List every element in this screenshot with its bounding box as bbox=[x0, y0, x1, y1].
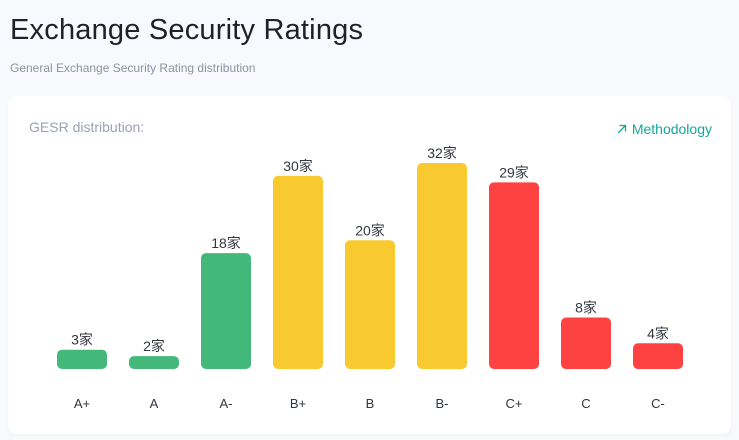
x-tick-a: A bbox=[150, 396, 159, 411]
page-subtitle: General Exchange Security Rating distrib… bbox=[10, 61, 256, 75]
page-title: Exchange Security Ratings bbox=[10, 14, 364, 46]
bar-b[interactable] bbox=[345, 240, 395, 369]
data-label-b: 20家 bbox=[355, 222, 385, 238]
bar-b-minusplus[interactable] bbox=[273, 175, 323, 369]
x-tick-b: B bbox=[366, 396, 375, 411]
data-label-b-minusplus: 30家 bbox=[283, 158, 313, 174]
methodology-link-label: Methodology bbox=[631, 121, 712, 137]
x-tick-a-minus: A- bbox=[220, 396, 233, 411]
bar-b-minus[interactable] bbox=[417, 163, 467, 369]
x-tick-b-minus: B- bbox=[436, 396, 449, 411]
bar-chart: 3家 A+ 2家 A 18家 A- 30家 B+ 20家 B 32家 B- 29家 C+ 8家 C 4家 C- bbox=[57, 145, 683, 411]
arrow-up-right-icon bbox=[617, 124, 626, 134]
data-label-a-minus: 18家 bbox=[211, 235, 241, 251]
data-label-c: 8家 bbox=[575, 300, 597, 316]
data-label-a: 2家 bbox=[143, 338, 165, 354]
chart-card: GESR distribution: Methodology 3家 A+ 2家 A 18… bbox=[8, 96, 731, 434]
x-tick-a-minusplus: A+ bbox=[74, 396, 90, 411]
bar-c-minus[interactable] bbox=[633, 343, 683, 369]
data-label-a-minusplus: 3家 bbox=[71, 332, 93, 348]
bar-a-minus[interactable] bbox=[201, 253, 251, 369]
bar-a[interactable] bbox=[129, 356, 179, 369]
data-label-b-minus: 32家 bbox=[427, 145, 457, 161]
chart-label: GESR distribution: bbox=[29, 119, 145, 135]
data-label-c-minusplus: 29家 bbox=[499, 164, 529, 180]
bar-a-minusplus[interactable] bbox=[57, 349, 107, 369]
x-tick-c: C bbox=[581, 396, 590, 411]
x-tick-b-minusplus: B+ bbox=[290, 396, 306, 411]
x-tick-c-minus: C- bbox=[651, 396, 665, 411]
x-tick-c-minusplus: C+ bbox=[506, 396, 523, 411]
bar-c-minusplus[interactable] bbox=[489, 182, 539, 369]
data-label-c-minus: 4家 bbox=[647, 325, 669, 341]
bar-c[interactable] bbox=[561, 317, 611, 370]
methodology-link[interactable]: Methodology bbox=[617, 121, 712, 137]
